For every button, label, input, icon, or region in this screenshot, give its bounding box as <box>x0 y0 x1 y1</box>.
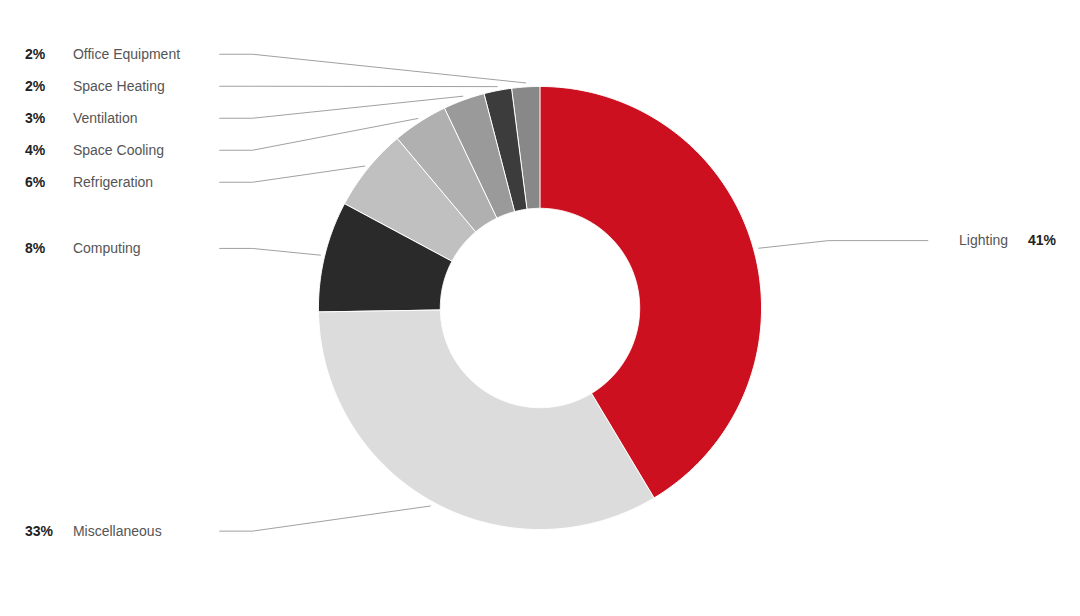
svg-text:Lighting: Lighting <box>959 232 1008 248</box>
svg-text:Refrigeration: Refrigeration <box>73 174 153 190</box>
svg-text:2%: 2% <box>25 46 46 62</box>
svg-text:41%: 41% <box>1028 232 1057 248</box>
svg-text:Space Heating: Space Heating <box>73 78 165 94</box>
svg-text:6%: 6% <box>25 174 46 190</box>
svg-text:Office Equipment: Office Equipment <box>73 46 180 62</box>
svg-text:Ventilation: Ventilation <box>73 110 138 126</box>
svg-text:2%: 2% <box>25 78 46 94</box>
svg-text:Computing: Computing <box>73 240 141 256</box>
svg-text:Space Cooling: Space Cooling <box>73 142 164 158</box>
svg-text:33%: 33% <box>25 523 54 539</box>
svg-text:3%: 3% <box>25 110 46 126</box>
svg-text:8%: 8% <box>25 240 46 256</box>
svg-text:4%: 4% <box>25 142 46 158</box>
svg-text:Miscellaneous: Miscellaneous <box>73 523 162 539</box>
